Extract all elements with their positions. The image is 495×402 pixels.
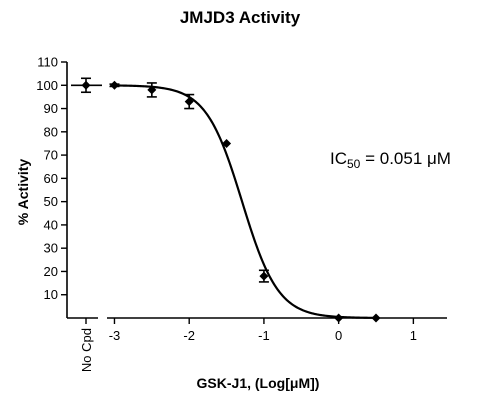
- y-tick-label: 60: [44, 171, 58, 186]
- y-axis: 10 20 30 40 50 60 70 80 90 100 110: [36, 55, 68, 318]
- y-tick-label: 10: [44, 287, 58, 302]
- data-point: [371, 313, 381, 323]
- fit-curve-group: [114, 84, 377, 319]
- data-point: [334, 313, 344, 323]
- data-point: [222, 138, 232, 148]
- y-tick-label: 90: [44, 101, 58, 116]
- x-axis: -3 -2 -1 0 1: [107, 317, 447, 343]
- y-axis-label: % Activity: [15, 159, 31, 226]
- x-tick-label: -2: [183, 328, 195, 343]
- x-axis-label: GSK-J1, (Log[μM]): [197, 375, 320, 391]
- y-tick-label: 50: [44, 194, 58, 209]
- fit-curve: [114, 84, 377, 319]
- data-point: [184, 97, 194, 107]
- data-point: [147, 85, 157, 95]
- y-tick-label: 30: [44, 241, 58, 256]
- ic50-prefix: IC: [330, 149, 347, 168]
- y-tick-label: 40: [44, 217, 58, 232]
- x-tick-label: 0: [335, 328, 342, 343]
- chart-title: JMJD3 Activity: [180, 8, 301, 27]
- control-tick-label: No Cpd: [79, 328, 94, 372]
- ic50-annotation: IC50 = 0.051 μM: [330, 149, 451, 171]
- ic50-suffix: = 0.051 μM: [360, 149, 451, 168]
- ic50-subscript: 50: [347, 157, 361, 171]
- y-tick-label: 100: [36, 78, 58, 93]
- y-tick-label: 110: [37, 55, 58, 70]
- y-tick-label: 80: [44, 124, 58, 139]
- control-point: [81, 80, 91, 90]
- x-tick-label: -1: [258, 328, 270, 343]
- x-tick-label: 1: [410, 328, 417, 343]
- data-point: [259, 271, 269, 281]
- y-tick-label: 20: [44, 264, 58, 279]
- data-point: [109, 80, 119, 90]
- data-points: [109, 80, 381, 323]
- y-tick-label: 70: [44, 148, 58, 163]
- control-group: No Cpd: [67, 77, 102, 372]
- x-tick-label: -3: [109, 328, 121, 343]
